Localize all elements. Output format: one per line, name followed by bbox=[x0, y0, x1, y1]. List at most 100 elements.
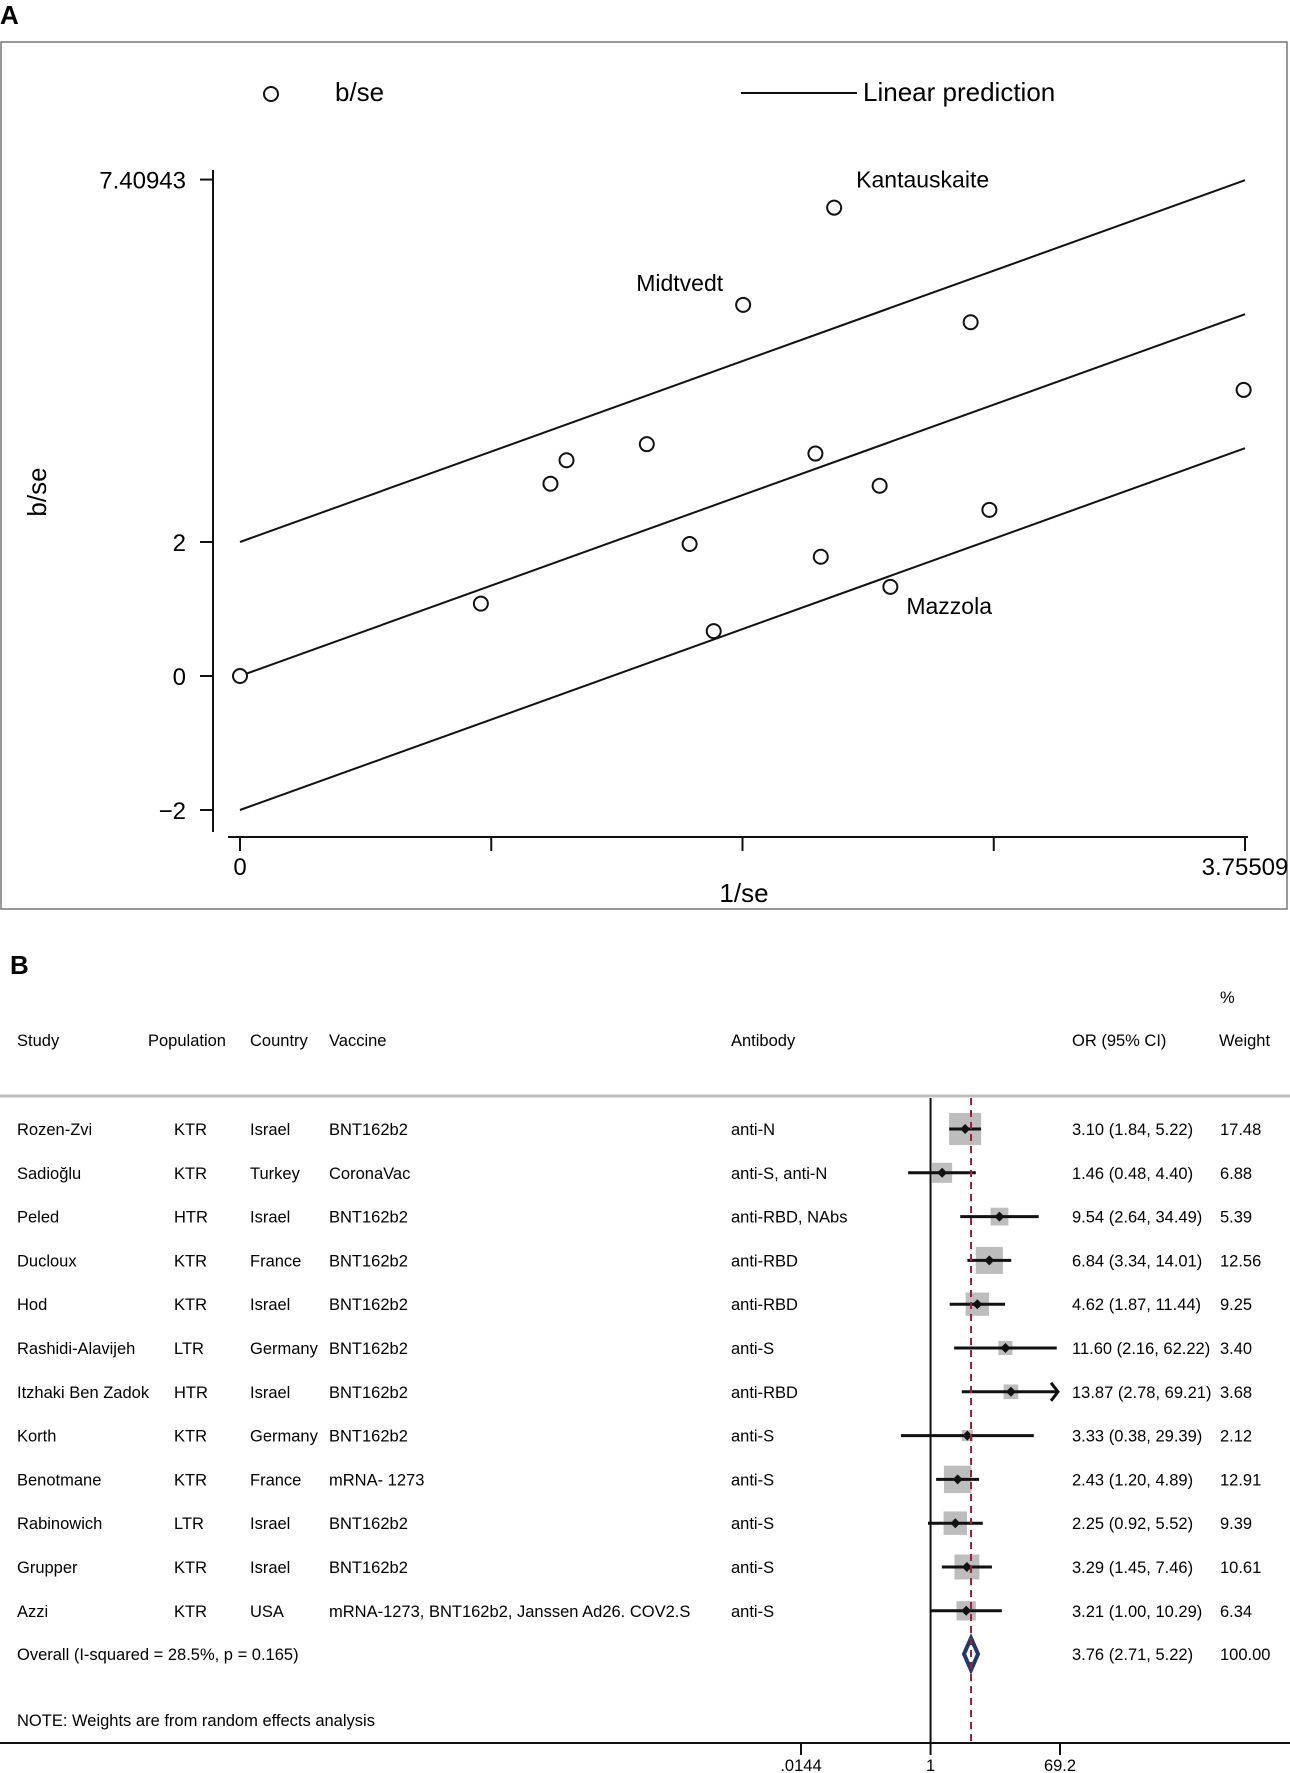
y-tick-label: 0 bbox=[173, 664, 186, 691]
row-population: KTR bbox=[174, 1165, 207, 1183]
forest-x-tick-label: .0144 bbox=[780, 1757, 821, 1773]
row-antibody: anti-RBD bbox=[731, 1296, 798, 1314]
data-point bbox=[681, 536, 698, 553]
col-header-antibody: Antibody bbox=[731, 1032, 796, 1050]
row-or-text: 2.43 (1.20, 4.89) bbox=[1072, 1471, 1193, 1489]
legend-line-label: Linear prediction bbox=[863, 77, 1055, 107]
row-country: Israel bbox=[250, 1296, 290, 1314]
panel-a-frame bbox=[0, 41, 1288, 910]
row-antibody: anti-RBD bbox=[731, 1384, 798, 1402]
data-point bbox=[705, 623, 722, 640]
row-weight: 10.61 bbox=[1220, 1559, 1261, 1577]
legend-marker-icon bbox=[263, 86, 279, 102]
row-weight: 3.40 bbox=[1220, 1340, 1252, 1358]
data-point bbox=[871, 477, 888, 494]
point-label: Kantauskaite bbox=[856, 167, 989, 193]
row-weight: 6.88 bbox=[1220, 1165, 1252, 1183]
row-population: KTR bbox=[174, 1121, 207, 1139]
forest-x-ticks: .0144 1 69.2 bbox=[780, 1743, 1076, 1773]
point-estimate-marker bbox=[1000, 1343, 1011, 1353]
row-vaccine: mRNA- 1273 bbox=[329, 1471, 424, 1489]
row-antibody: anti-S bbox=[731, 1428, 774, 1446]
data-point bbox=[981, 501, 998, 518]
row-or-text: 9.54 (2.64, 34.49) bbox=[1072, 1209, 1202, 1227]
col-header-country: Country bbox=[250, 1032, 309, 1050]
row-population: KTR bbox=[174, 1471, 207, 1489]
row-or-text: 13.87 (2.78, 69.21) bbox=[1072, 1384, 1211, 1402]
data-point bbox=[558, 452, 575, 469]
point-estimate-marker bbox=[972, 1299, 983, 1310]
point-estimate-marker bbox=[961, 1562, 972, 1572]
row-weight: 9.39 bbox=[1220, 1515, 1252, 1533]
row-vaccine: BNT162b2 bbox=[329, 1121, 408, 1139]
col-header-population: Population bbox=[148, 1032, 226, 1050]
row-antibody: anti-S bbox=[731, 1559, 774, 1577]
prediction-line bbox=[239, 313, 1246, 677]
data-point bbox=[826, 199, 843, 216]
row-antibody: anti-RBD bbox=[731, 1252, 798, 1270]
row-vaccine: BNT162b2 bbox=[329, 1384, 408, 1402]
col-header-vaccine: Vaccine bbox=[329, 1032, 386, 1050]
row-country: Israel bbox=[250, 1121, 290, 1139]
forest-note: NOTE: Weights are from random effects an… bbox=[17, 1712, 375, 1730]
row-population: HTR bbox=[174, 1209, 208, 1227]
data-point bbox=[638, 436, 655, 453]
point-estimate-marker bbox=[937, 1167, 948, 1178]
row-country: Israel bbox=[250, 1209, 290, 1227]
y-axis-title: b/se bbox=[22, 467, 52, 516]
x-tick-label: 3.75509 bbox=[1202, 854, 1289, 881]
row-weight: 12.56 bbox=[1220, 1252, 1261, 1270]
legend-marker-label: b/se bbox=[335, 77, 384, 107]
row-population: KTR bbox=[174, 1559, 207, 1577]
row-antibody: anti-S, anti-N bbox=[731, 1165, 827, 1183]
row-study: Benotmane bbox=[17, 1471, 101, 1489]
row-country: Germany bbox=[250, 1340, 319, 1358]
row-population: KTR bbox=[174, 1603, 207, 1621]
row-vaccine: BNT162b2 bbox=[329, 1340, 408, 1358]
row-population: KTR bbox=[174, 1296, 207, 1314]
row-or-text: 1.46 (0.48, 4.40) bbox=[1072, 1165, 1193, 1183]
row-antibody: anti-S bbox=[731, 1515, 774, 1533]
forest-overall-row: Overall (I-squared = 28.5%, p = 0.165) 3… bbox=[17, 1633, 1270, 1675]
y-tick-label: −2 bbox=[159, 798, 186, 825]
row-antibody: anti-N bbox=[731, 1121, 775, 1139]
overall-weight-text: 100.00 bbox=[1220, 1646, 1270, 1664]
row-vaccine: BNT162b2 bbox=[329, 1428, 408, 1446]
row-weight: 12.91 bbox=[1220, 1471, 1261, 1489]
row-vaccine: BNT162b2 bbox=[329, 1296, 408, 1314]
row-weight: 9.25 bbox=[1220, 1296, 1252, 1314]
row-or-text: 6.84 (3.34, 14.01) bbox=[1072, 1252, 1202, 1270]
panel-a-points: Midtvedt Kantauskaite Mazzola bbox=[232, 167, 1252, 684]
row-country: Israel bbox=[250, 1384, 290, 1402]
row-country: Germany bbox=[250, 1428, 319, 1446]
x-tick-label: 0 bbox=[233, 854, 246, 881]
row-study: Rozen-Zvi bbox=[17, 1121, 92, 1139]
data-point bbox=[1235, 381, 1252, 398]
row-antibody: anti-S bbox=[731, 1603, 774, 1621]
row-country: France bbox=[250, 1252, 301, 1270]
row-weight: 2.12 bbox=[1220, 1428, 1252, 1446]
row-study: Azzi bbox=[17, 1603, 48, 1621]
data-point bbox=[962, 314, 979, 331]
data-point bbox=[232, 668, 248, 684]
panel-a-axes: b/se 1/se bbox=[22, 170, 1248, 908]
row-study: Rabinowich bbox=[17, 1515, 102, 1533]
row-weight: 3.68 bbox=[1220, 1384, 1252, 1402]
col-header-study: Study bbox=[17, 1032, 60, 1050]
row-vaccine: BNT162b2 bbox=[329, 1209, 408, 1227]
row-study: Rashidi-Alavijeh bbox=[17, 1340, 135, 1358]
row-or-text: 2.25 (0.92, 5.52) bbox=[1072, 1515, 1193, 1533]
col-header-weight-percent: % bbox=[1220, 989, 1235, 1007]
prediction-bound-lower bbox=[239, 447, 1246, 811]
ci-arrow-icon bbox=[1049, 1381, 1060, 1402]
point-label: Mazzola bbox=[906, 593, 992, 619]
row-country: USA bbox=[250, 1603, 284, 1621]
row-or-text: 3.29 (1.45, 7.46) bbox=[1072, 1559, 1193, 1577]
y-tick-label: 2 bbox=[173, 530, 186, 557]
row-vaccine: BNT162b2 bbox=[329, 1252, 408, 1270]
point-estimate-marker bbox=[961, 1605, 972, 1616]
panel-a-prediction-lines bbox=[239, 179, 1246, 811]
row-population: LTR bbox=[174, 1340, 204, 1358]
point-estimate-marker bbox=[984, 1255, 995, 1266]
